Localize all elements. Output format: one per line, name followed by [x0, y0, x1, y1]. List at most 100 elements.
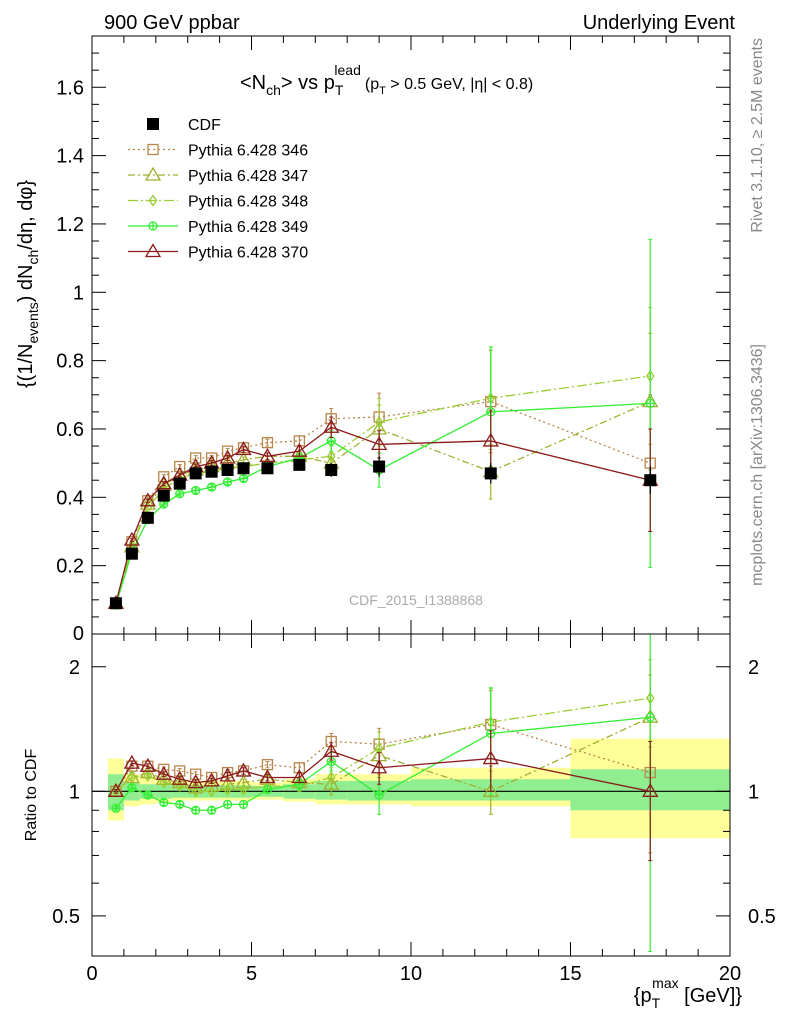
ratio-panel: 0.5 0.51 12 20 5 10 15 20 Ratio to CDF {pTmax [… [23, 633, 776, 1011]
data-point [175, 799, 185, 810]
series-line-p348 [115, 697, 651, 792]
legend-label: Pythia 6.428 346 [188, 143, 308, 160]
data-point [370, 436, 388, 450]
data-point [123, 531, 141, 546]
data-point [238, 473, 249, 484]
data-point [219, 767, 236, 782]
series-p348 [111, 307, 655, 610]
data-point [143, 790, 153, 800]
ratio-y-tick-label: 1 [69, 781, 80, 803]
ratio-axes: 0.5 0.51 12 20 5 10 15 20 [52, 634, 776, 985]
data-point [259, 769, 276, 784]
ratio-y-tick-label-right: 0.5 [748, 906, 776, 928]
x-axis-label: {pTmax [GeV]} [634, 975, 743, 1011]
data-point [323, 418, 340, 433]
data-point [109, 597, 122, 610]
data-point [645, 712, 655, 722]
data-point [206, 482, 217, 492]
data-point [203, 772, 220, 787]
data-point [238, 799, 249, 810]
data-point [482, 750, 499, 765]
data-point [370, 759, 388, 774]
series-line-p346 [115, 400, 651, 604]
data-point [325, 463, 338, 476]
ratio-y-tick-label: 2 [69, 657, 80, 679]
data-point [323, 775, 340, 790]
data-point [191, 805, 201, 815]
ratio-y-tick-label: 0.5 [52, 906, 80, 928]
data-point [326, 771, 336, 784]
data-point [139, 492, 156, 507]
data-point [235, 441, 252, 456]
series-p349 [111, 238, 655, 610]
data-point [326, 436, 336, 446]
mcplots-label: mcplots.cern.ch [arXiv:1306.3436] [749, 344, 766, 586]
data-point [125, 547, 138, 560]
data-point [171, 770, 188, 785]
data-point [127, 783, 137, 793]
legend-label: CDF [188, 117, 221, 134]
data-point [291, 442, 308, 457]
legend: CDF Pythia 6.428 346 Pythia 6.428 347 Pythi… [128, 117, 308, 262]
data-point [190, 768, 202, 780]
data-point [206, 805, 217, 815]
data-point [173, 477, 186, 490]
main-plot-area [107, 238, 659, 610]
series-p370 [107, 730, 659, 862]
ratio-plot-area [92, 633, 730, 953]
legend-marker [147, 143, 159, 156]
legend-marker [147, 118, 159, 130]
x-tick-label: 15 [559, 963, 581, 985]
data-point [644, 474, 657, 487]
header-left: 900 GeV ppbar [104, 12, 240, 34]
data-point [191, 485, 201, 496]
y-tick-label: 1.4 [56, 146, 84, 168]
data-point [221, 463, 234, 476]
y-tick-label: 1.2 [56, 214, 84, 236]
data-point [222, 477, 233, 487]
main-y-label: {(1/Nevents) dNch/dη, dφ} [15, 180, 41, 388]
data-point [157, 489, 170, 502]
data-point [326, 450, 336, 463]
data-point [223, 783, 232, 796]
x-tick-label: 10 [400, 963, 422, 985]
data-point [482, 783, 499, 797]
data-point [482, 432, 499, 447]
data-point [373, 460, 386, 473]
legend-marker [144, 166, 162, 181]
data-point [642, 783, 659, 797]
data-point [155, 475, 172, 490]
data-point [187, 774, 204, 789]
data-point [123, 754, 141, 769]
data-point [293, 458, 306, 471]
data-point [291, 769, 308, 784]
data-point [219, 449, 236, 464]
data-point [189, 467, 202, 480]
header-right: Underlying Event [583, 12, 736, 34]
legend-label: Pythia 6.428 370 [188, 245, 308, 262]
series-line-p347 [115, 401, 651, 604]
y-tick-label: 1.6 [56, 77, 84, 99]
y-tick-label: 1 [73, 282, 84, 304]
data-point [107, 783, 125, 797]
main-axes: 0.2 0.4 0.6 0.8 1 1.2 1.4 1.6 0 [56, 36, 731, 645]
data-point [174, 460, 186, 473]
data-point [259, 448, 276, 462]
data-point [261, 436, 274, 449]
ratio-y-tick-label-right: 2 [748, 657, 759, 679]
data-point [222, 799, 233, 810]
y-tick-label: 0.8 [56, 351, 84, 373]
analysis-watermark: CDF_2015_I1388868 [349, 592, 483, 608]
x-tick-label: 0 [86, 963, 97, 985]
legend-marker [148, 221, 158, 231]
legend-label: Pythia 6.428 348 [188, 194, 308, 211]
data-point [239, 783, 248, 796]
data-point [155, 765, 172, 780]
data-point [261, 462, 274, 475]
x-tick-label: 5 [246, 963, 257, 985]
data-point [143, 769, 153, 782]
data-point [127, 771, 137, 784]
data-point [159, 776, 169, 789]
data-point [323, 742, 340, 757]
legend-marker [144, 243, 162, 258]
